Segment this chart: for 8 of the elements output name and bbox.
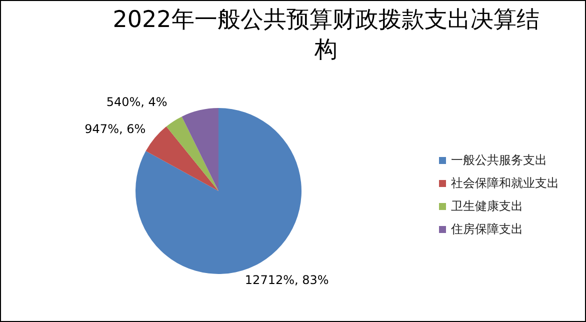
data-label: 947%, 6% bbox=[84, 122, 146, 136]
data-label: 12712%, 83% bbox=[244, 272, 329, 287]
data-label: 540%, 4% bbox=[106, 95, 168, 110]
legend-label: 社会保障和就业支出 bbox=[450, 175, 559, 192]
legend-label: 卫生健康支出 bbox=[450, 198, 524, 215]
chart-title: 2022年一般公共预算财政拨款支出决算结构 bbox=[112, 6, 540, 65]
legend-label: 住房保障支出 bbox=[450, 221, 524, 238]
legend-label: 一般公共服务支出 bbox=[450, 152, 548, 169]
